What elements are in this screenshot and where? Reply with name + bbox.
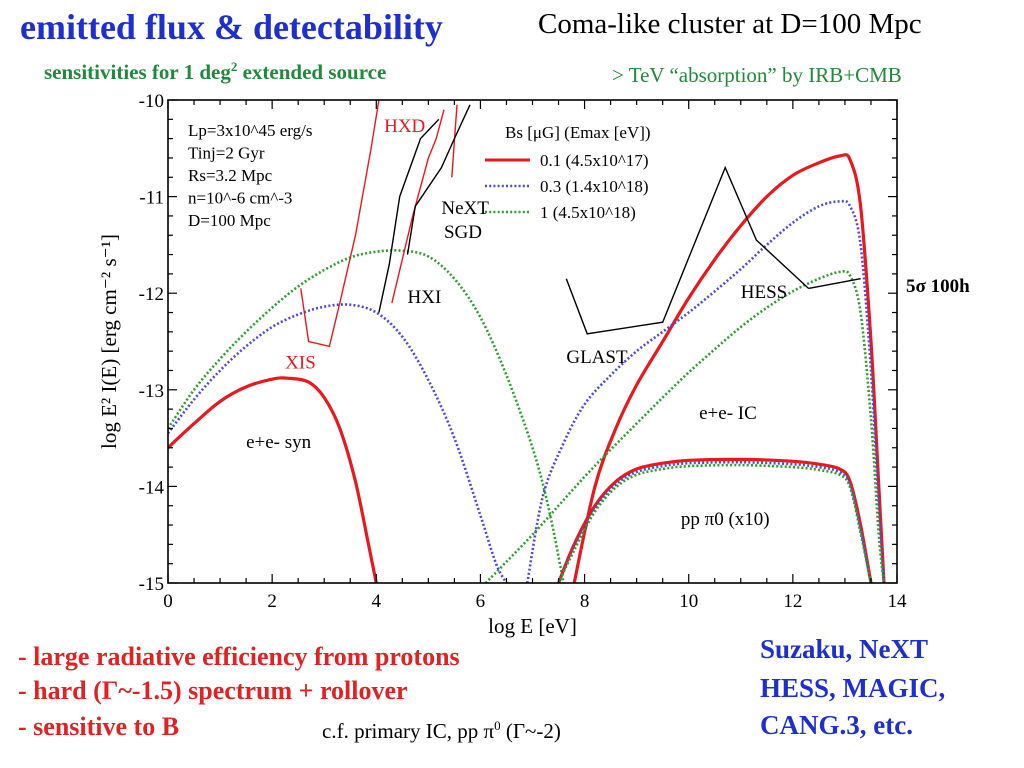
bullet-item: - large radiative efficiency from proton… bbox=[18, 642, 460, 671]
comparison-note-text: c.f. primary IC, pp π bbox=[322, 719, 495, 743]
irb-absorption-note: > TeV “absorption” by IRB+CMB bbox=[612, 63, 902, 87]
sensitivity-hxd bbox=[391, 109, 445, 304]
sensitivity-subtitle-text: sensitivities for 1 deg bbox=[44, 60, 231, 84]
y-tick-label: -14 bbox=[139, 477, 165, 498]
parameter-line: Lp=3x10^45 erg/s bbox=[188, 121, 312, 140]
instrument-line: CANG.3, etc. bbox=[760, 710, 913, 740]
sensitivity-hxd bbox=[451, 104, 458, 178]
y-tick-label: -15 bbox=[139, 574, 164, 595]
sensitivity-subtitle-text-end: extended source bbox=[237, 60, 387, 84]
sensitivity-next-sgd bbox=[406, 104, 471, 255]
y-axis-label: log E² I(E) [erg cm⁻² s⁻¹] bbox=[97, 234, 121, 449]
chart-annotation: e+e- IC bbox=[699, 403, 757, 424]
chart-annotation: XIS bbox=[285, 353, 316, 374]
chart-annotation: NeXT bbox=[441, 198, 489, 219]
curve-e-e-ic bbox=[572, 153, 886, 583]
instrument-line: Suzaku, NeXT bbox=[760, 634, 929, 664]
parameter-line: n=10^-6 cm^-3 bbox=[188, 189, 292, 208]
parameter-line: Tinj=2 Gyr bbox=[188, 144, 265, 163]
x-tick-label: 6 bbox=[476, 591, 486, 612]
bullet-item: - hard (Γ~-1.5) spectrum + rollover bbox=[18, 676, 408, 705]
curve-pp-0-x10- bbox=[557, 457, 873, 583]
slide-title: emitted flux & detectability bbox=[20, 7, 443, 47]
x-tick-label: 0 bbox=[163, 591, 173, 612]
chart-curves bbox=[168, 153, 886, 583]
x-tick-label: 10 bbox=[679, 591, 698, 612]
chart-axes bbox=[167, 99, 898, 584]
chart-annotation: HXI bbox=[408, 287, 442, 308]
curve-e-e-ic bbox=[526, 199, 886, 583]
sensitivity-glasst bbox=[565, 165, 809, 335]
chart-annotation: pp π0 (x10) bbox=[681, 509, 770, 530]
x-tick-label: 2 bbox=[267, 591, 277, 612]
chart-text: 0 2 4 6 8 10 12 14 -15 -14 -13 -12 -11 -10 log E [eV] l… bbox=[97, 91, 907, 638]
curve-e-e-syn bbox=[168, 303, 508, 583]
curve-e-e-syn bbox=[168, 249, 565, 583]
legend-label: 0.1 (4.5x10^17) bbox=[540, 151, 649, 170]
sensitivity-hxi bbox=[378, 118, 440, 313]
parameter-line: Rs=3.2 Mpc bbox=[188, 166, 273, 185]
sensitivity-subtitle: sensitivities for 1 deg2 extended source bbox=[44, 59, 386, 85]
curve-e-e-ic bbox=[484, 269, 886, 583]
plot-frame bbox=[167, 99, 898, 584]
sensitivity-note: 5σ 100h bbox=[906, 276, 970, 297]
x-tick-label: 14 bbox=[888, 591, 908, 612]
x-tick-label: 8 bbox=[580, 591, 590, 612]
comparison-note-sup: 0 bbox=[494, 718, 501, 733]
slide-subtitle: Coma-like cluster at D=100 Mpc bbox=[538, 8, 922, 40]
sensitivity-subtitle-sup: 2 bbox=[230, 59, 238, 74]
chart-annotation: SGD bbox=[444, 222, 482, 243]
y-tick-label: -10 bbox=[139, 91, 164, 112]
chart-annotation: e+e- syn bbox=[246, 432, 312, 453]
y-tick-label: -12 bbox=[139, 284, 164, 305]
sensitivity-xis bbox=[300, 100, 380, 348]
comparison-note: c.f. primary IC, pp π0 (Γ~-2) bbox=[322, 718, 561, 744]
chart-sensitivity-curves bbox=[300, 100, 861, 348]
sensitivity-hess bbox=[808, 278, 861, 290]
x-tick-label: 12 bbox=[783, 591, 802, 612]
curve-e-e-syn bbox=[168, 376, 378, 583]
y-tick-label: -11 bbox=[139, 188, 164, 209]
parameter-line: D=100 Mpc bbox=[188, 211, 271, 230]
legend-label: 0.3 (1.4x10^18) bbox=[540, 177, 649, 196]
bullet-item: - sensitive to B bbox=[18, 712, 180, 741]
x-tick-label: 4 bbox=[372, 591, 382, 612]
comparison-note-text-end: (Γ~-2) bbox=[500, 719, 561, 743]
chart-annotation: HXD bbox=[384, 116, 425, 137]
x-axis-label: log E [eV] bbox=[488, 614, 577, 638]
legend-label: 1 (4.5x10^18) bbox=[540, 203, 636, 222]
chart-annotation: GLAST bbox=[566, 347, 628, 368]
chart-annotation: HESS bbox=[741, 282, 787, 303]
y-tick-label: -13 bbox=[139, 381, 164, 402]
legend-title: Bs [μG] (Emax [eV]) bbox=[505, 123, 651, 142]
instrument-line: HESS, MAGIC, bbox=[760, 673, 946, 703]
